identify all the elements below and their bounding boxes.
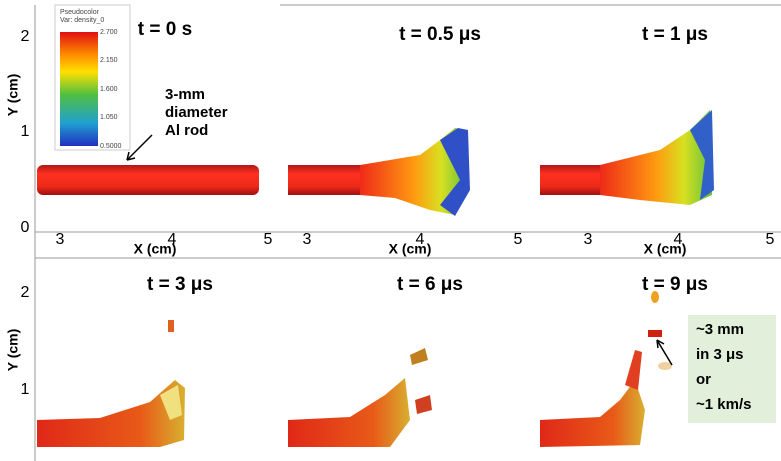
panel-title: t = 1 μs: [642, 24, 708, 45]
y-tick-label: 2: [21, 28, 30, 45]
y-tick-label: 1: [21, 381, 30, 398]
legend-label: 2.150: [100, 57, 118, 64]
x-tick-label: 5: [264, 231, 273, 248]
x-axis-label: X (cm): [134, 241, 177, 257]
simulation-images: [37, 110, 714, 447]
speed-annotation: or: [696, 371, 711, 388]
x-tick-label: 5: [766, 231, 775, 248]
panel-title: t = 6 μs: [397, 274, 463, 295]
rod-annotation: 3-mm: [165, 86, 205, 103]
legend-label: 0.5000: [100, 143, 122, 150]
x-tick-label: 3: [303, 231, 312, 248]
x-axis-label: X (cm): [389, 241, 432, 257]
y-tick-label: 2: [21, 284, 30, 301]
panel-title: t = 0.5 μs: [399, 24, 481, 45]
speed-annotation: ~3 mm: [696, 321, 744, 338]
y-tick-label: 0: [21, 219, 30, 236]
x-tick-label: 3: [56, 231, 65, 248]
legend-variable: Var: density_0: [60, 17, 104, 24]
speed-annotation: ~1 km/s: [696, 396, 751, 413]
legend-label: 2.700: [100, 29, 118, 36]
x-axis-label: X (cm): [644, 241, 687, 257]
rod-annotation: Al rod: [165, 122, 208, 139]
figure: t = 0 s t = 0.5 μs t = 1 μs t = 3 μs t = 6 μ…: [0, 0, 781, 461]
x-tick-label: 5: [514, 231, 523, 248]
legend-label: 1.050: [100, 114, 118, 121]
frame: [35, 5, 781, 461]
y-axis-label: Y (cm): [5, 74, 21, 117]
colorbar-legend: [55, 5, 130, 150]
panel-title: t = 0 s: [138, 19, 192, 40]
y-tick-label: 1: [21, 123, 30, 140]
y-axis-label: Y (cm): [5, 329, 21, 372]
panel-title: t = 3 μs: [147, 274, 213, 295]
legend-label: 1.600: [100, 86, 118, 93]
speed-annotation: in 3 μs: [696, 346, 744, 363]
legend-title: Pseudocolor: [60, 9, 100, 16]
x-tick-label: 3: [584, 231, 593, 248]
panel-title: t = 9 μs: [642, 274, 708, 295]
rod-annotation: diameter: [165, 104, 228, 121]
